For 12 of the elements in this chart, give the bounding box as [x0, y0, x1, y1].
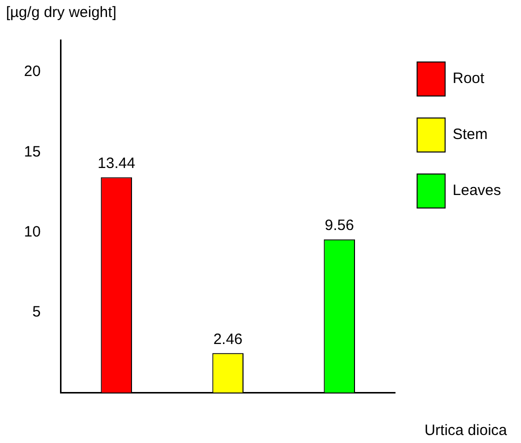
y-tick-label: 15 [24, 143, 41, 160]
y-tick-label: 10 [24, 223, 41, 240]
data-label: 2.46 [213, 330, 243, 348]
data-label: 13.44 [98, 154, 136, 172]
legend-label: Stem [452, 126, 488, 144]
y-tick-label: 20 [24, 63, 41, 80]
y-tick-label: 5 [32, 304, 41, 321]
legend-label: Leaves [452, 182, 502, 200]
legend-label: Root [452, 70, 486, 88]
data-label: 9.56 [324, 217, 354, 234]
x-axis-title: Urtica dioica [424, 422, 507, 439]
y-axis-title: [µg/g dry weight] [6, 4, 116, 21]
